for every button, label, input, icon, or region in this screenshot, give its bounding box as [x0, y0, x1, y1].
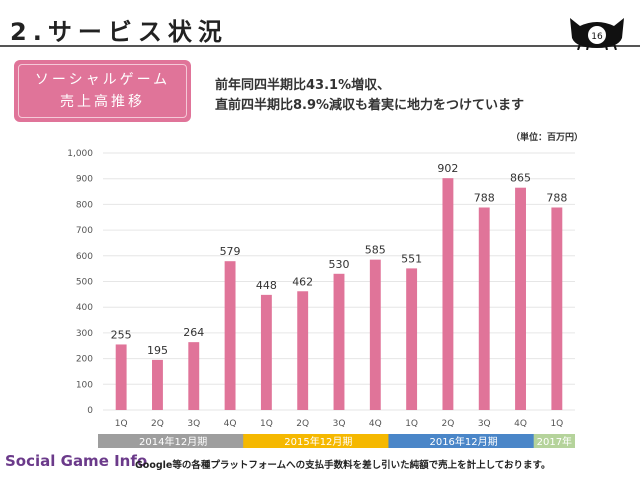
- bar: [333, 273, 345, 410]
- y-tick-label: 0: [87, 406, 93, 416]
- bar: [115, 344, 127, 410]
- watermark: Social Game Info: [5, 452, 148, 470]
- x-tick-label: 3Q: [187, 419, 200, 429]
- badge-line-2: 売上高推移: [60, 94, 145, 110]
- bar-value-label: 579: [220, 245, 241, 258]
- period-band-label: 2015年12月期: [284, 435, 352, 448]
- y-tick-label: 500: [76, 278, 93, 288]
- headline-line-2: 直前四半期比8.9%減収も着実に地力をつけています: [215, 98, 525, 113]
- period-band: [533, 434, 575, 448]
- page-number: 16: [591, 32, 603, 42]
- period-band: [243, 434, 394, 448]
- period-band-label: 2017年: [537, 435, 572, 448]
- bar: [188, 342, 200, 410]
- cat-icon: 16: [570, 18, 624, 51]
- period-band-label: 2014年12月期: [139, 435, 207, 448]
- x-tick-label: 2Q: [442, 419, 455, 429]
- unit-label: （単位：百万円）: [510, 133, 583, 143]
- bar-value-label: 530: [329, 258, 350, 271]
- bar-value-label: 195: [147, 344, 168, 357]
- bar: [369, 259, 381, 410]
- bar-value-label: 462: [292, 275, 313, 288]
- bar-value-label: 551: [401, 252, 422, 265]
- bar: [442, 178, 454, 410]
- cat-logo: 16: [566, 12, 628, 51]
- title-underline: [0, 45, 640, 47]
- bar: [406, 268, 418, 410]
- period-band-label: 2016年12月期: [429, 435, 497, 448]
- bar-value-label: 788: [474, 191, 495, 204]
- x-tick-label: 2Q: [151, 419, 164, 429]
- x-tick-label: 3Q: [333, 419, 346, 429]
- bar: [224, 261, 236, 410]
- bar-chart: 0 100 200 300 400 500 600 700 800 900 1,000 255 1Q 19…: [67, 149, 575, 448]
- bar: [551, 207, 563, 410]
- x-tick-label: 4Q: [224, 419, 237, 429]
- bar: [297, 291, 309, 410]
- footnote: Google等の各種プラットフォームへの支払手数料を差し引いた純額で売上を計上し…: [135, 460, 551, 471]
- bar-value-label: 902: [437, 162, 458, 175]
- y-tick-label: 400: [76, 303, 93, 313]
- x-tick-label: 3Q: [478, 419, 491, 429]
- badge-line-1: ソーシャルゲーム: [34, 72, 171, 88]
- headline-line-1: 前年同四半期比43.1%増収、: [215, 78, 391, 93]
- period-band: [388, 434, 539, 448]
- bar-value-label: 448: [256, 279, 277, 292]
- x-tick-label: 1Q: [405, 419, 418, 429]
- y-tick-label: 900: [76, 175, 93, 185]
- x-tick-label: 1Q: [260, 419, 273, 429]
- period-band: [98, 434, 249, 448]
- x-tick-label: 1Q: [115, 419, 128, 429]
- y-tick-label: 600: [76, 252, 93, 262]
- x-tick-label: 4Q: [514, 419, 527, 429]
- bar-value-label: 264: [183, 326, 204, 339]
- x-tick-label: 2Q: [296, 419, 309, 429]
- bar: [478, 207, 490, 410]
- headline: 前年同四半期比43.1%増収、 直前四半期比8.9%減収も着実に地力をつけていま…: [215, 76, 524, 116]
- bar-value-label: 585: [365, 244, 386, 257]
- bar-value-label: 788: [546, 191, 567, 204]
- y-tick-label: 100: [76, 380, 93, 390]
- y-tick-label: 1,000: [67, 149, 93, 159]
- x-tick-label: 1Q: [550, 419, 563, 429]
- bar: [260, 294, 272, 410]
- page-title: 2.サービス状況: [10, 18, 228, 46]
- bar: [152, 359, 163, 410]
- x-tick-label: 4Q: [369, 419, 382, 429]
- section-badge: ソーシャルゲーム 売上高推移: [14, 60, 191, 122]
- bar-value-label: 255: [111, 328, 132, 341]
- y-tick-label: 300: [76, 329, 93, 339]
- y-tick-label: 200: [76, 355, 93, 365]
- bar: [515, 187, 526, 410]
- y-tick-label: 800: [76, 200, 93, 210]
- bar-value-label: 865: [510, 172, 531, 185]
- y-tick-label: 700: [76, 226, 93, 236]
